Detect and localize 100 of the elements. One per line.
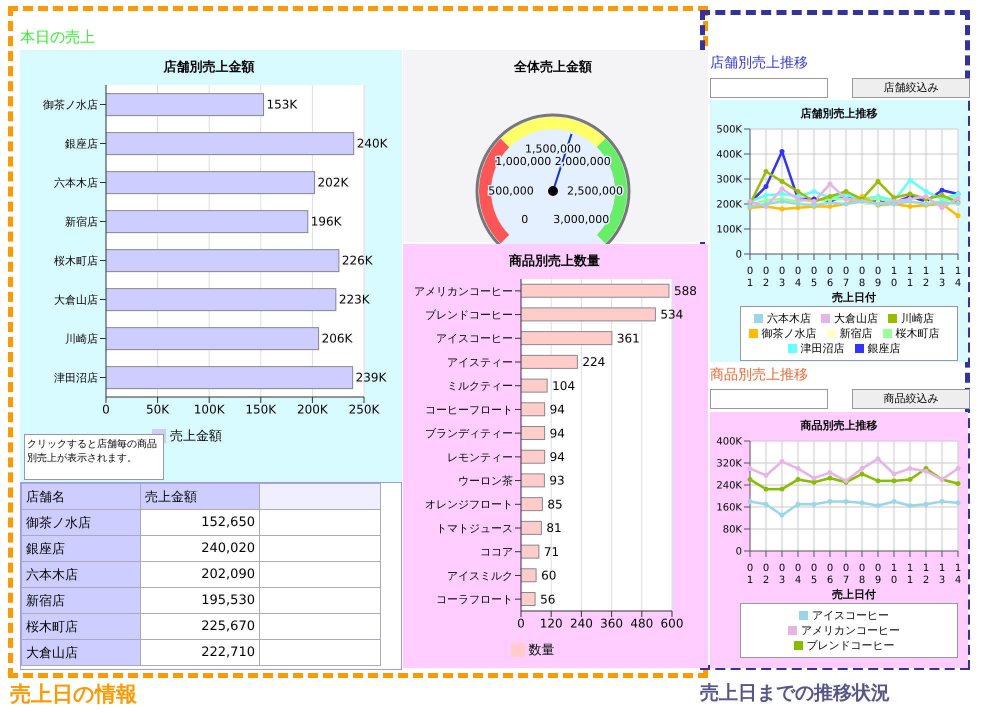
y-tick-label: ミルクティー xyxy=(447,380,513,393)
data-label: 81 xyxy=(546,521,562,536)
text: 3,000,000 xyxy=(553,212,610,226)
x-tick-label: 0 xyxy=(517,616,525,631)
data-label: 60 xyxy=(541,568,556,583)
text: 240,020 xyxy=(201,541,255,556)
y-tick-label: ブランディティー xyxy=(425,427,513,440)
text: 222,710 xyxy=(201,645,255,660)
data-label: 224 xyxy=(582,355,606,370)
x-tick-label: 250K xyxy=(348,402,381,417)
text: 195,530 xyxy=(201,593,255,608)
x-tick-label: 13 xyxy=(938,563,946,586)
y-tick-label: 川崎店 xyxy=(65,332,98,346)
x-tick-label: 04 xyxy=(794,563,802,586)
x-tick-label: 10 xyxy=(890,266,898,289)
data-label: 85 xyxy=(547,497,563,512)
legend-label: ブレンドコーヒー xyxy=(806,639,894,652)
x-tick-label: 10 xyxy=(890,563,898,586)
chart-title: 店舗別売上金額 xyxy=(162,58,256,77)
x-tick-label: 09 xyxy=(874,563,882,586)
y-tick-label: 0 xyxy=(736,546,742,558)
x-tick-label: 06 xyxy=(826,563,834,586)
data-label: 588 xyxy=(674,284,697,298)
x-tick-label: 11 xyxy=(906,266,914,289)
data-label: 361 xyxy=(616,331,640,346)
x-tick-label: 01 xyxy=(746,266,754,289)
text: 本日の売上 xyxy=(20,28,96,48)
text: 152,650 xyxy=(201,515,255,530)
legend-label: 大倉山店 xyxy=(834,312,878,325)
y-tick-label: コーラフロート xyxy=(436,593,513,606)
y-tick-label: アイスコーヒー xyxy=(436,332,513,346)
x-tick-label: 03 xyxy=(778,563,786,586)
data-label: 240K xyxy=(356,136,389,151)
y-tick-label: 320K xyxy=(716,458,742,470)
text: 売上日の情報 xyxy=(10,681,138,708)
x-tick-label: 09 xyxy=(874,266,882,289)
legend-label: 六本木店 xyxy=(767,312,811,325)
data-label: 94 xyxy=(550,450,565,464)
text: 売上金額 xyxy=(140,484,260,510)
y-tick-label: 銀座店 xyxy=(65,137,98,150)
y-tick-label: 500K xyxy=(716,124,742,136)
data-label: 56 xyxy=(540,592,556,606)
text: 店舗別売上推移 xyxy=(710,54,809,73)
data-label: 196K xyxy=(310,214,343,229)
data-label: 534 xyxy=(660,308,684,322)
y-tick-label: 六本木店 xyxy=(54,176,98,190)
x-tick-label: 12 xyxy=(922,563,930,586)
y-tick-label: オレンジフロート xyxy=(425,498,513,512)
text: 店舗絞込み xyxy=(852,78,970,98)
x-tick-label: 600 xyxy=(660,616,684,631)
data-label: 104 xyxy=(552,378,576,393)
chart-title: 商品別売上推移 xyxy=(800,418,878,433)
x-tick-label: 05 xyxy=(810,266,818,289)
x-tick-label: 120 xyxy=(540,616,563,631)
x-tick-label: 0 xyxy=(102,402,110,417)
x-tick-label: 01 xyxy=(746,563,754,586)
data-label: 202K xyxy=(318,176,350,190)
data-label: 206K xyxy=(322,332,354,346)
y-tick-label: ココア xyxy=(480,546,513,559)
y-tick-label: 大倉山店 xyxy=(54,293,98,306)
x-tick-label: 480 xyxy=(630,616,654,631)
y-tick-label: 御茶ノ水店 xyxy=(43,98,98,112)
x-tick-label: 02 xyxy=(762,563,770,586)
x-tick-label: 05 xyxy=(810,563,818,586)
text: 225,670 xyxy=(201,619,255,634)
x-tick-label: 13 xyxy=(938,266,946,289)
x-tick-label: 03 xyxy=(778,266,786,289)
text: 全体売上金額 xyxy=(513,58,593,76)
legend-label: 津田沼店 xyxy=(800,342,844,355)
legend-label: 数量 xyxy=(528,643,554,658)
y-tick-label: 桜木町店 xyxy=(54,254,98,268)
x-tick-label: 02 xyxy=(762,266,770,289)
legend-label: 川崎店 xyxy=(901,312,934,325)
x-tick-label: 50K xyxy=(146,402,170,417)
legend-label: 銀座店 xyxy=(868,342,900,355)
data-label: 94 xyxy=(550,402,565,417)
x-tick-label: 360 xyxy=(600,616,624,631)
y-tick-label: トマトジュース xyxy=(436,522,513,535)
y-tick-label: コーヒーフロート xyxy=(425,403,513,416)
text: 0 xyxy=(521,212,528,226)
chart-title: 店舗別売上推移 xyxy=(800,106,878,121)
x-tick-label: 04 xyxy=(794,266,802,289)
y-tick-label: 津田沼店 xyxy=(54,371,98,384)
data-label: 153K xyxy=(266,98,298,112)
y-tick-label: アイスミルク xyxy=(447,569,513,582)
text: 売上日までの推移状況 xyxy=(700,681,891,706)
y-tick-label: 160K xyxy=(716,502,742,514)
text: 商品別売上推移 xyxy=(710,366,809,385)
x-tick-label: 11 xyxy=(906,563,914,586)
x-tick-label: 150K xyxy=(245,402,278,417)
text: 店舗名 xyxy=(22,484,140,510)
x-tick-label: 14 xyxy=(954,563,962,586)
y-tick-label: 100K xyxy=(716,224,742,236)
y-tick-label: 200K xyxy=(716,200,742,211)
legend-label: 御茶ノ水店 xyxy=(762,327,816,340)
legend-label: 桜木町店 xyxy=(896,327,940,340)
data-label: 93 xyxy=(549,474,565,488)
y-tick-label: レモンティー xyxy=(447,450,513,464)
data-label: 71 xyxy=(544,544,560,559)
x-tick-label: 200K xyxy=(297,402,329,417)
